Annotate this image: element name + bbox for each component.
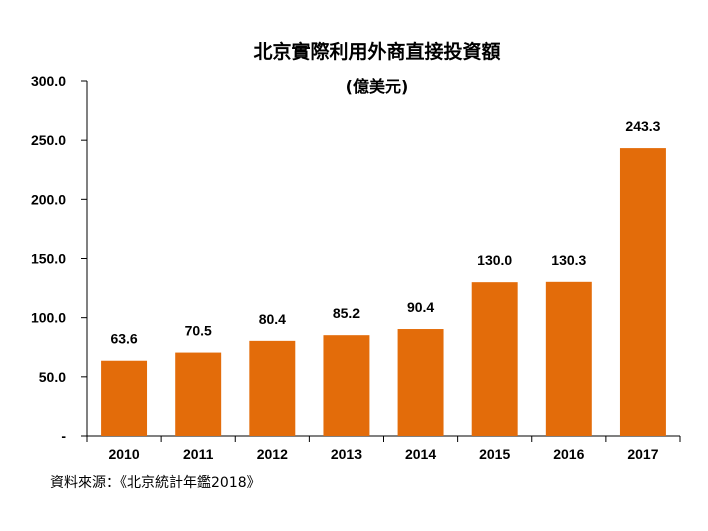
bars — [101, 148, 666, 436]
x-tick-label-2012: 2012 — [257, 446, 288, 462]
data-label-2013: 85.2 — [333, 305, 360, 321]
y-tick-label: 300.0 — [31, 73, 66, 89]
x-axis: 2010 2011 2012 2013 2014 2015 2016 2017 — [86, 435, 681, 462]
x-tick-label-2011: 2011 — [183, 446, 214, 462]
bar-2012 — [249, 340, 296, 436]
bar-2010 — [101, 360, 148, 436]
source-note: 資料來源：《北京統計年鑑2018》 — [50, 475, 261, 491]
data-labels: 63.6 70.5 80.4 85.2 90.4 130.0 130.3 243.3 — [110, 118, 660, 347]
y-tick-label: 50.0 — [39, 369, 66, 385]
data-label-2011: 70.5 — [185, 323, 212, 339]
bar-2016 — [545, 281, 592, 436]
data-label-2014: 90.4 — [407, 299, 434, 315]
bar-2011 — [175, 352, 222, 436]
bar-2014 — [397, 329, 444, 436]
y-tick-label: - — [61, 428, 66, 444]
y-tick-label: 200.0 — [31, 191, 66, 207]
y-tick-label: 150.0 — [31, 251, 66, 267]
x-tick-label-2014: 2014 — [405, 446, 436, 462]
chart-subtitle: (億美元) — [346, 77, 409, 96]
x-tick-label-2013: 2013 — [331, 446, 362, 462]
data-label-2017: 243.3 — [625, 118, 660, 134]
y-axis: - 50.0 100.0 150.0 200.0 250.0 300.0 — [31, 73, 88, 444]
data-label-2016: 130.3 — [551, 252, 586, 268]
bar-2013 — [323, 335, 370, 436]
bar-2015 — [471, 282, 518, 436]
data-label-2015: 130.0 — [477, 252, 512, 268]
x-tick-label-2010: 2010 — [108, 446, 139, 462]
x-tick-label-2017: 2017 — [627, 446, 658, 462]
y-tick-label: 250.0 — [31, 132, 66, 148]
x-tick-label-2016: 2016 — [553, 446, 584, 462]
y-tick-label: 100.0 — [31, 310, 66, 326]
x-tick-label-2015: 2015 — [479, 446, 510, 462]
data-label-2012: 80.4 — [259, 311, 286, 327]
bar-2017 — [619, 148, 666, 436]
data-label-2010: 63.6 — [110, 331, 137, 347]
chart-title: 北京實際利用外商直接投資額 — [253, 40, 500, 63]
